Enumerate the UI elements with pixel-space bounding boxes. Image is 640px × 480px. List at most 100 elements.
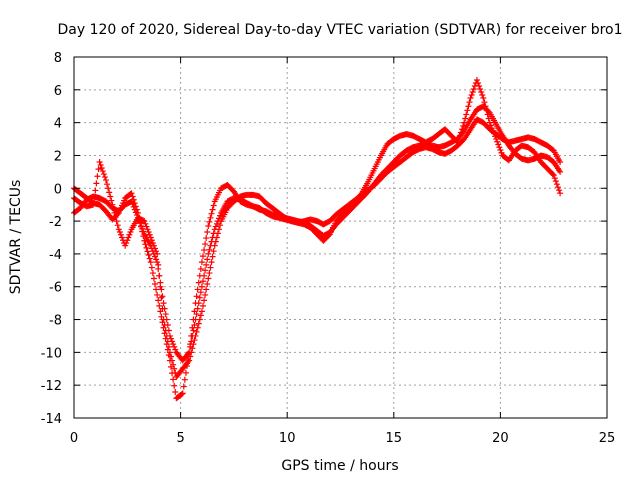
data-point [179,390,186,397]
x-tick-label: 0 [70,431,78,446]
data-point [158,286,165,293]
data-point [213,220,220,227]
y-tick-label: 0 [54,182,62,197]
data-point [122,242,129,249]
y-tick-label: 2 [54,149,62,164]
data-point [159,293,166,300]
data-point [462,115,469,122]
data-point [150,275,157,282]
x-tick-label: 5 [176,431,184,446]
data-points [71,76,564,402]
plot-frame [73,56,608,419]
data-point [212,238,219,245]
data-point [124,237,131,244]
data-point [94,173,101,180]
data-point [467,95,474,102]
data-point [145,252,152,259]
data-point [106,189,113,196]
data-point [97,162,104,169]
data-point [169,357,176,364]
data-point [557,190,564,197]
data-point [154,250,161,257]
data-point [497,146,504,153]
data-point [190,327,197,334]
data-point [198,259,205,266]
data-point [213,234,220,241]
data-point [460,122,467,129]
data-point [153,286,160,293]
data-point [171,382,178,389]
data-point [551,175,558,182]
data-point [481,99,488,106]
data-point [208,210,215,217]
data-point [186,357,193,364]
data-point [205,223,212,230]
data-point [156,272,163,279]
x-tick-label: 20 [492,431,509,446]
y-tick-label: -14 [41,412,62,427]
data-point [193,311,200,318]
data-point [163,332,170,339]
x-axis-label: GPS time / hours [281,458,398,474]
data-point [160,300,167,307]
data-point [116,229,123,236]
data-point [147,259,154,266]
data-point [205,250,212,257]
data-point [209,253,216,260]
y-axis-label: SDTVAR / TECUs [8,180,24,295]
data-point [129,193,136,200]
data-point [162,311,169,318]
data-point [117,231,124,238]
data-point [470,85,477,92]
data-point [496,144,503,151]
data-point [160,316,167,323]
y-tick-label: 4 [54,117,62,132]
data-point [466,99,473,106]
data-point [129,201,136,208]
data-point [111,209,118,216]
data-point [199,302,206,309]
data-point [478,89,485,96]
data-point [146,231,153,238]
data-point [191,322,198,329]
y-tick-label: -8 [49,314,62,329]
data-point [155,261,162,268]
data-point [192,332,199,339]
data-point [128,190,135,197]
data-point [188,349,195,356]
data-point [170,361,177,368]
data-point [101,174,108,181]
x-tick-label: 25 [599,431,616,446]
data-point [141,218,148,225]
data-point [154,291,161,298]
data-point [194,286,201,293]
data-point [198,283,205,290]
data-point [107,193,114,200]
data-point [204,256,211,263]
data-point [465,103,472,110]
data-point [132,209,139,216]
x-tick-label: 15 [386,431,403,446]
data-point [468,92,475,99]
data-point [108,197,115,204]
x-tick-label: 10 [279,431,296,446]
data-point [197,312,204,319]
data-point [215,226,222,233]
data-point [154,259,161,266]
data-point [202,241,209,248]
data-point [155,297,162,304]
data-point [91,194,98,201]
data-point [157,283,164,290]
data-point [130,203,137,210]
data-point [552,178,559,185]
data-point [112,213,119,220]
data-point [196,316,203,323]
data-point [172,389,179,396]
data-point [203,286,210,293]
data-point [143,223,150,230]
data-point [125,234,132,241]
data-point [198,308,205,315]
data-point [201,272,208,279]
data-point [127,229,134,236]
data-point [550,172,557,179]
